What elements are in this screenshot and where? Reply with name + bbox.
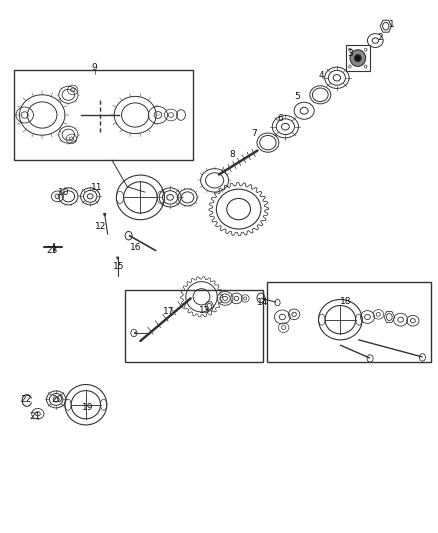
Text: 2: 2	[377, 34, 382, 43]
Text: 17: 17	[163, 307, 174, 316]
Bar	[125, 290, 263, 362]
Text: 9: 9	[92, 63, 97, 71]
Bar	[14, 70, 193, 160]
Text: 6: 6	[277, 114, 283, 123]
Text: 21: 21	[29, 412, 40, 421]
Text: 12: 12	[95, 222, 107, 231]
Text: 5: 5	[295, 92, 300, 101]
Text: 16: 16	[130, 244, 142, 253]
Bar	[267, 282, 431, 362]
Text: 23: 23	[46, 246, 58, 255]
Text: 8: 8	[229, 150, 235, 159]
Text: 4: 4	[319, 70, 325, 79]
Text: 22: 22	[21, 395, 32, 404]
Bar	[346, 45, 370, 71]
Text: 7: 7	[251, 129, 257, 138]
Text: 1: 1	[389, 20, 394, 29]
Text: 13: 13	[199, 305, 211, 314]
Text: 3: 3	[347, 50, 353, 58]
Polygon shape	[117, 257, 119, 259]
Polygon shape	[135, 332, 136, 334]
Text: 20: 20	[52, 395, 63, 404]
Text: 11: 11	[91, 183, 102, 192]
Text: 18: 18	[340, 296, 351, 305]
Ellipse shape	[354, 54, 361, 62]
Text: 14: 14	[257, 298, 268, 307]
Text: 19: 19	[82, 403, 94, 412]
Ellipse shape	[350, 50, 366, 67]
Text: 15: 15	[113, 262, 124, 271]
Text: 10: 10	[58, 188, 70, 197]
Polygon shape	[103, 213, 106, 216]
